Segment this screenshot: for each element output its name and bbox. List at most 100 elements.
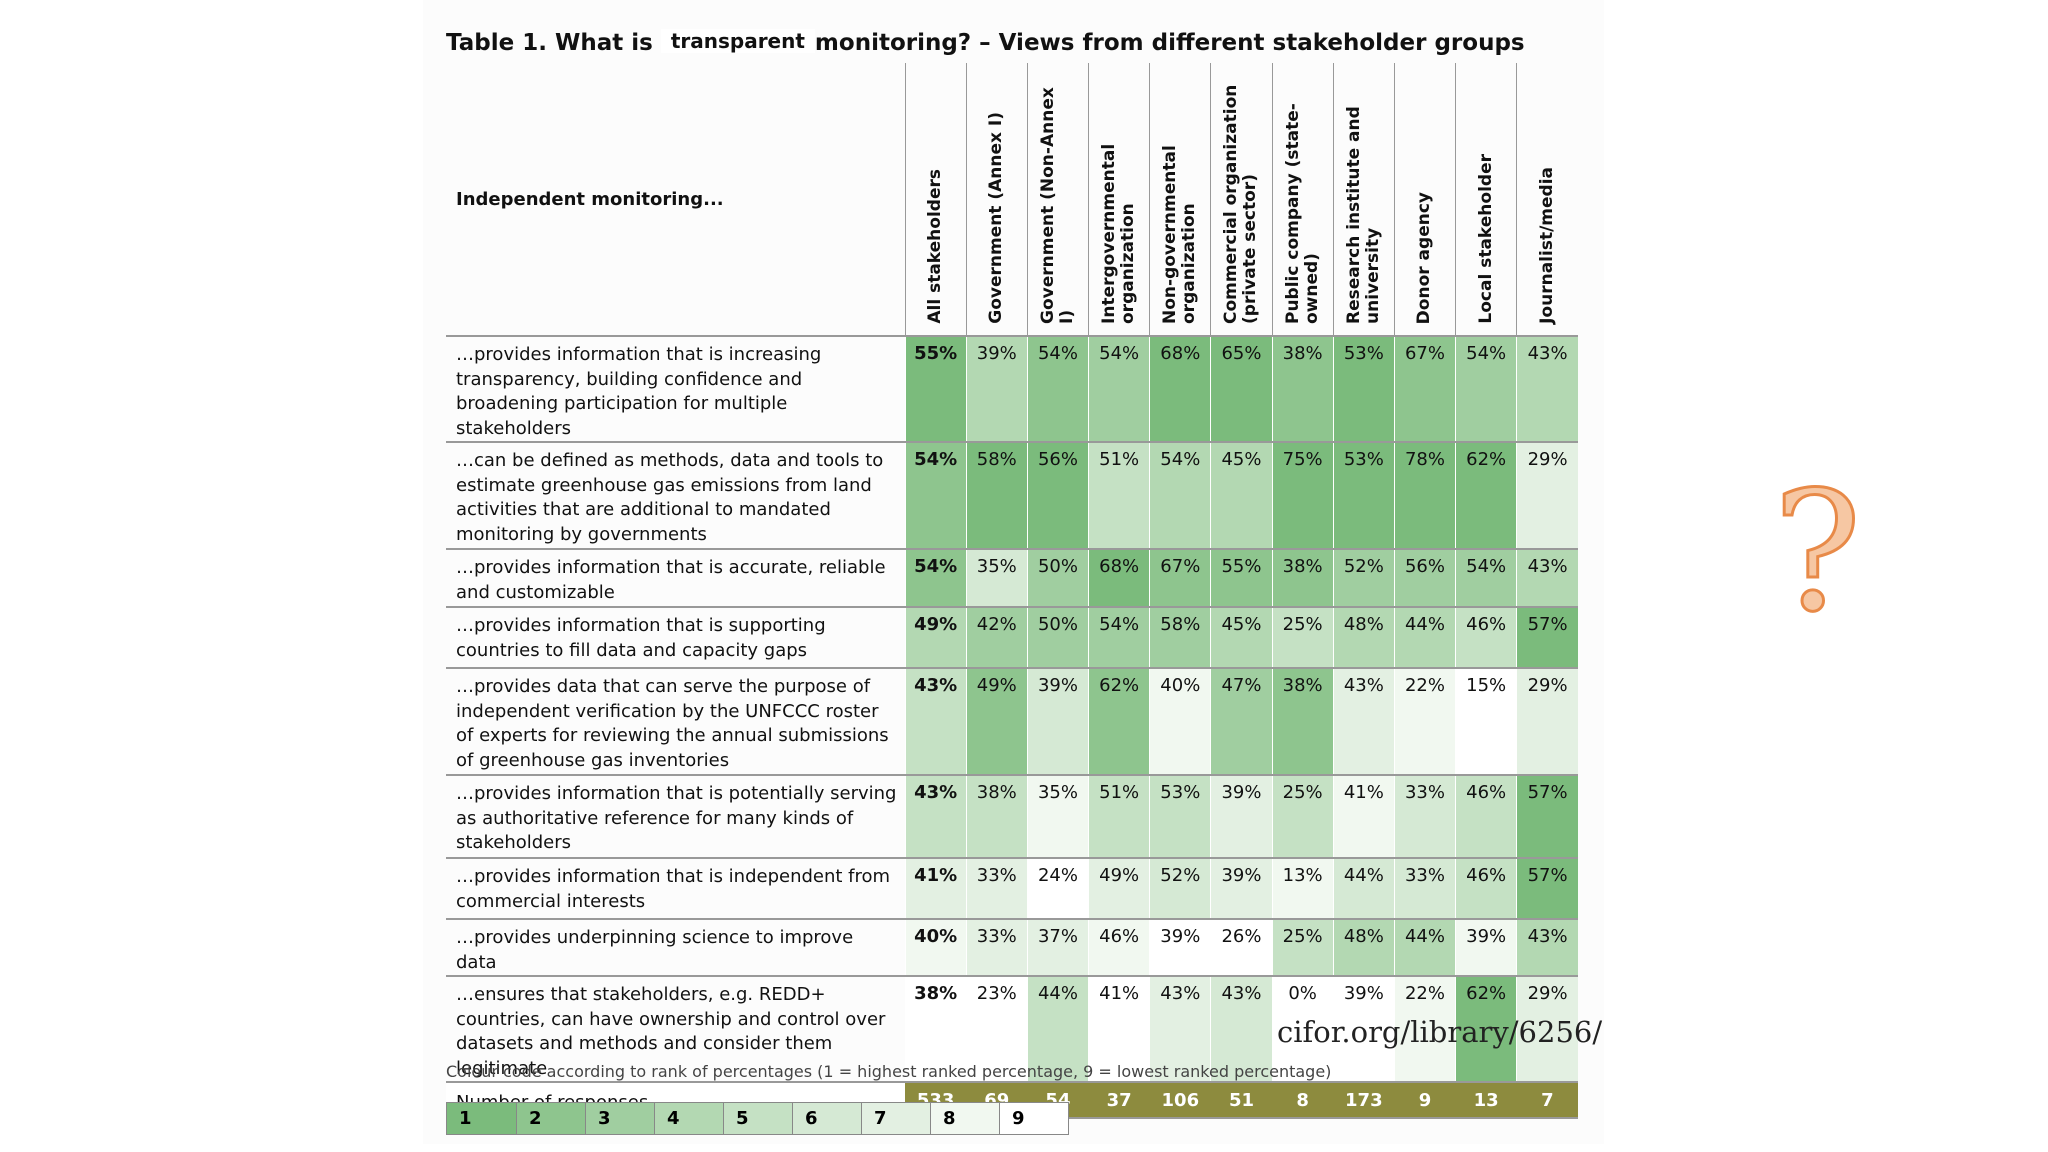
row: …ensures that stakeholders, e.g. REDD+ c…	[446, 975, 1578, 1082]
cell: 46%	[1455, 774, 1517, 858]
cell: 39%	[1455, 918, 1517, 976]
title: Table 1. What is transparent monitoring? …	[446, 29, 1525, 56]
cell: 29%	[1516, 667, 1578, 775]
cell: 51%	[1088, 441, 1150, 549]
cell: 38%	[1271, 548, 1334, 607]
column-header: Government (Non-Annex I)	[1026, 63, 1089, 336]
cell: 29%	[1516, 441, 1578, 549]
column-header-text: Non-governmental organization	[1160, 145, 1200, 324]
column-header-text: Journalist/media	[1537, 167, 1558, 324]
cell: 52%	[1332, 548, 1395, 607]
responses-cell: 8	[1272, 1081, 1334, 1119]
cell: 13%	[1271, 857, 1334, 919]
legend-item: 6	[792, 1103, 861, 1134]
cell: 68%	[1149, 335, 1211, 442]
cell: 54%	[1455, 548, 1517, 607]
cell: 49%	[1088, 857, 1150, 919]
row: …provides information that is supporting…	[446, 606, 1578, 668]
cell: 39%	[1026, 667, 1089, 775]
row-label: …provides information that is potentiall…	[446, 774, 906, 858]
cell: 54%	[1088, 335, 1150, 442]
cell: 39%	[965, 335, 1028, 442]
cell: 49%	[904, 606, 967, 668]
row: …provides information that is independen…	[446, 857, 1578, 919]
row-label: …provides information that is accurate, …	[446, 548, 906, 607]
responses-cell: 37	[1088, 1081, 1150, 1119]
cell: 54%	[1149, 441, 1211, 549]
column-header-text: Commercial organization (private sector)	[1221, 84, 1261, 324]
column-header-text: Donor agency	[1414, 191, 1435, 324]
cell: 38%	[904, 975, 967, 1082]
table: Independent monitoring... All stakeholder…	[446, 63, 1578, 1119]
cell: 57%	[1516, 774, 1578, 858]
cell: 29%	[1516, 975, 1578, 1082]
cell: 62%	[1455, 975, 1517, 1082]
column-header: Intergovernmental organization	[1088, 63, 1150, 336]
column-header: Donor agency	[1393, 63, 1456, 336]
cell: 22%	[1393, 975, 1456, 1082]
cell: 44%	[1393, 606, 1456, 668]
cell: 53%	[1332, 335, 1395, 442]
cell: 58%	[1149, 606, 1211, 668]
row-label: …can be defined as methods, data and too…	[446, 441, 906, 549]
column-header: Government (Annex I)	[965, 63, 1028, 336]
cell: 54%	[904, 441, 967, 549]
cell: 38%	[965, 774, 1028, 858]
responses-cell: 51	[1210, 1081, 1273, 1119]
column-header-text: All stakeholders	[925, 169, 946, 324]
cell: 54%	[904, 548, 967, 607]
column-header: Journalist/media	[1516, 63, 1578, 336]
cell: 54%	[1088, 606, 1150, 668]
cell: 53%	[1332, 441, 1395, 549]
corner-header: Independent monitoring...	[456, 188, 724, 210]
column-header-text: Public company (state-owned)	[1282, 103, 1322, 324]
column-header: Commercial organization (private sector)	[1210, 63, 1273, 336]
cell: 43%	[1516, 548, 1578, 607]
cell: 49%	[965, 667, 1028, 775]
cell: 37%	[1026, 918, 1089, 976]
cell: 43%	[904, 667, 967, 775]
legend-item: 3	[585, 1103, 654, 1134]
responses-cell: 7	[1516, 1081, 1578, 1119]
cell: 35%	[1026, 774, 1089, 858]
row: …provides information that is potentiall…	[446, 774, 1578, 858]
column-header: Non-governmental organization	[1149, 63, 1211, 336]
cell: 39%	[1149, 918, 1211, 976]
cell: 55%	[904, 335, 967, 442]
cell: 52%	[1149, 857, 1211, 919]
note: Colour code according to rank of percent…	[446, 1062, 1332, 1081]
cell: 43%	[1149, 975, 1211, 1082]
row-label: …provides data that can serve the purpos…	[446, 667, 906, 775]
column-header: Public company (state-owned)	[1271, 63, 1334, 336]
row-label: …provides information that is independen…	[446, 857, 906, 919]
responses-cell: 13	[1455, 1081, 1517, 1119]
cell: 25%	[1271, 774, 1334, 858]
title-text: Table 1. What is	[446, 30, 653, 56]
cell: 46%	[1455, 857, 1517, 919]
title-overlay: transparent	[660, 29, 815, 53]
responses-cell: 173	[1333, 1081, 1395, 1119]
row-label: …ensures that stakeholders, e.g. REDD+ c…	[446, 975, 906, 1082]
cell: 40%	[904, 918, 967, 976]
cell: 44%	[1332, 857, 1395, 919]
cell: 33%	[1393, 774, 1456, 858]
cell: 38%	[1271, 335, 1334, 442]
column-header: Local stakeholder	[1455, 63, 1517, 336]
cell: 40%	[1149, 667, 1211, 775]
cell: 50%	[1026, 606, 1089, 668]
row-label: …provides information that is supporting…	[446, 606, 906, 668]
cell: 44%	[1393, 918, 1456, 976]
cell: 51%	[1088, 774, 1150, 858]
cell: 75%	[1271, 441, 1334, 549]
cell: 43%	[1516, 335, 1578, 442]
cell: 67%	[1149, 548, 1211, 607]
cell: 44%	[1026, 975, 1089, 1082]
cell: 41%	[1332, 774, 1395, 858]
cell: 33%	[965, 918, 1028, 976]
legend-item: 5	[723, 1103, 792, 1134]
cell: 33%	[965, 857, 1028, 919]
legend-item: 4	[654, 1103, 723, 1134]
cell: 56%	[1393, 548, 1456, 607]
